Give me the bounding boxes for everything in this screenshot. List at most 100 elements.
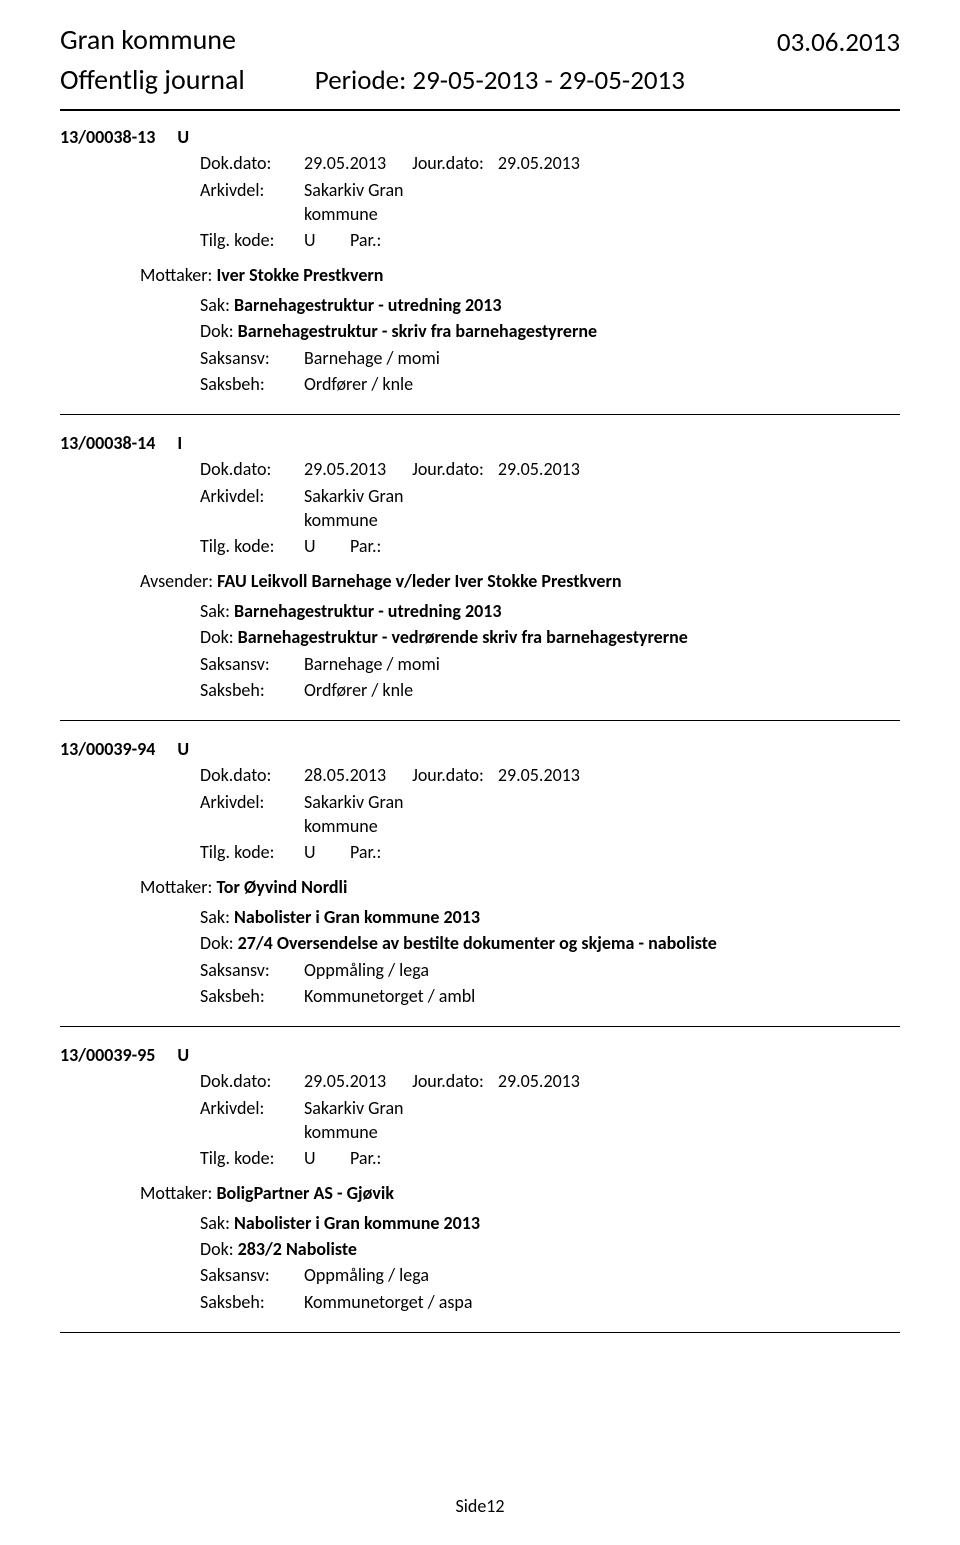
dokdato-value: 29.05.2013 <box>304 457 386 481</box>
entry-type: U <box>177 1043 189 1067</box>
entry-type: U <box>177 125 189 149</box>
sak-label: Sak: <box>200 294 230 316</box>
page: Gran kommune Offentlig journal Periode: … <box>0 0 960 1545</box>
arkivdel-line1: Sakarkiv Gran <box>304 178 404 202</box>
dokdato-row: Dok.dato: 28.05.2013 Jour.dato: 29.05.20… <box>200 763 900 787</box>
saksbeh-label: Saksbeh: <box>200 1290 290 1314</box>
saksbeh-row: Saksbeh: Ordfører / knle <box>200 372 900 396</box>
saksbeh-value: Ordfører / knle <box>304 678 413 702</box>
jourdato-value: 29.05.2013 <box>498 1069 580 1093</box>
saksansv-row: Saksansv: Barnehage / momi <box>200 652 900 676</box>
par-label: Par.: <box>350 534 381 558</box>
party-name: Iver Stokke Prestkvern <box>216 264 383 286</box>
sak-label: Sak: <box>200 906 230 928</box>
jourdato-value: 29.05.2013 <box>498 151 580 175</box>
print-date: 03.06.2013 <box>777 26 900 59</box>
page-footer: Side12 <box>0 1495 960 1517</box>
tilgkode-value: U <box>304 534 336 558</box>
saksbeh-label: Saksbeh: <box>200 984 290 1008</box>
entry-meta: Dok.dato: 29.05.2013 Jour.dato: 29.05.20… <box>200 1069 900 1170</box>
dok-line: Dok: 27/4 Oversendelse av bestilte dokum… <box>200 931 900 955</box>
arkivdel-line1: Sakarkiv Gran <box>304 484 404 508</box>
sak-dok-block: Sak: Nabolister i Gran kommune 2013 Dok:… <box>200 905 900 1008</box>
saksansv-row: Saksansv: Oppmåling / lega <box>200 958 900 982</box>
sak-label: Sak: <box>200 600 230 622</box>
par-label: Par.: <box>350 840 381 864</box>
arkivdel-row: Arkivdel: Sakarkiv Gran kommune <box>200 484 900 533</box>
tilgkode-value: U <box>304 1146 336 1170</box>
entry-divider <box>60 1026 900 1027</box>
header-rule <box>60 109 900 111</box>
dokdato-label: Dok.dato: <box>200 457 290 481</box>
dok-label: Dok: <box>200 1238 234 1260</box>
header-left: Gran kommune Offentlig journal Periode: … <box>60 24 685 97</box>
entry-id-row: 13/00038-14 I <box>60 431 900 455</box>
arkivdel-line1: Sakarkiv Gran <box>304 1096 404 1120</box>
entry-id: 13/00039-94 <box>60 737 155 761</box>
dok-line: Dok: 283/2 Naboliste <box>200 1237 900 1261</box>
entry-id-row: 13/00038-13 U <box>60 125 900 149</box>
saksansv-value: Oppmåling / lega <box>304 1263 429 1287</box>
entry-divider <box>60 1332 900 1333</box>
tilgkode-value: U <box>304 228 336 252</box>
tilgkode-row: Tilg. kode: U Par.: <box>200 1146 900 1170</box>
arkivdel-line2: kommune <box>304 508 404 532</box>
dok-line: Dok: Barnehagestruktur - skriv fra barne… <box>200 319 900 343</box>
arkivdel-value: Sakarkiv Gran kommune <box>304 178 404 227</box>
sak-dok-block: Sak: Barnehagestruktur - utredning 2013 … <box>200 599 900 702</box>
party-row: Mottaker: BoligPartner AS - Gjøvik <box>140 1181 900 1205</box>
entry-meta: Dok.dato: 29.05.2013 Jour.dato: 29.05.20… <box>200 151 900 252</box>
saksbeh-label: Saksbeh: <box>200 372 290 396</box>
saksansv-label: Saksansv: <box>200 346 290 370</box>
entry-divider <box>60 720 900 721</box>
tilgkode-value: U <box>304 840 336 864</box>
jourdato-label: Jour.dato: <box>412 763 484 787</box>
saksansv-label: Saksansv: <box>200 652 290 676</box>
dok-line: Dok: Barnehagestruktur - vedrørende skri… <box>200 625 900 649</box>
tilgkode-row: Tilg. kode: U Par.: <box>200 228 900 252</box>
dokdato-label: Dok.dato: <box>200 1069 290 1093</box>
arkivdel-line1: Sakarkiv Gran <box>304 790 404 814</box>
party-row: Mottaker: Tor Øyvind Nordli <box>140 875 900 899</box>
saksbeh-value: Kommunetorget / aspa <box>304 1290 472 1314</box>
period-text: Periode: 29-05-2013 - 29-05-2013 <box>315 64 685 97</box>
dokdato-row: Dok.dato: 29.05.2013 Jour.dato: 29.05.20… <box>200 151 900 175</box>
arkivdel-label: Arkivdel: <box>200 1096 290 1145</box>
dokdato-row: Dok.dato: 29.05.2013 Jour.dato: 29.05.20… <box>200 1069 900 1093</box>
party-label: Mottaker: <box>140 264 212 286</box>
saksbeh-value: Kommunetorget / ambl <box>304 984 475 1008</box>
dok-text: Barnehagestruktur - vedrørende skriv fra… <box>238 626 688 648</box>
entry-meta: Dok.dato: 29.05.2013 Jour.dato: 29.05.20… <box>200 457 900 558</box>
sak-label: Sak: <box>200 1212 230 1234</box>
saksbeh-row: Saksbeh: Kommunetorget / aspa <box>200 1290 900 1314</box>
journal-entry: 13/00039-94 U Dok.dato: 28.05.2013 Jour.… <box>60 737 900 1008</box>
entry-id: 13/00038-13 <box>60 125 155 149</box>
saksbeh-value: Ordfører / knle <box>304 372 413 396</box>
dokdato-label: Dok.dato: <box>200 151 290 175</box>
entry-id: 13/00038-14 <box>60 431 155 455</box>
dok-label: Dok: <box>200 626 234 648</box>
arkivdel-value: Sakarkiv Gran kommune <box>304 1096 404 1145</box>
tilgkode-label: Tilg. kode: <box>200 840 290 864</box>
entry-divider <box>60 414 900 415</box>
arkivdel-label: Arkivdel: <box>200 484 290 533</box>
dok-text: 27/4 Oversendelse av bestilte dokumenter… <box>238 932 717 954</box>
dokdato-value: 28.05.2013 <box>304 763 386 787</box>
sak-dok-block: Sak: Barnehagestruktur - utredning 2013 … <box>200 293 900 396</box>
dokdato-row: Dok.dato: 29.05.2013 Jour.dato: 29.05.20… <box>200 457 900 481</box>
journal-entry: 13/00038-13 U Dok.dato: 29.05.2013 Jour.… <box>60 125 900 396</box>
tilgkode-row: Tilg. kode: U Par.: <box>200 534 900 558</box>
par-label: Par.: <box>350 228 381 252</box>
entry-type: I <box>177 431 182 455</box>
dok-label: Dok: <box>200 932 234 954</box>
saksansv-label: Saksansv: <box>200 1263 290 1287</box>
party-name: FAU Leikvoll Barnehage v/leder Iver Stok… <box>217 570 621 592</box>
party-row: Avsender: FAU Leikvoll Barnehage v/leder… <box>140 569 900 593</box>
entry-id: 13/00039-95 <box>60 1043 155 1067</box>
party-name: BoligPartner AS - Gjøvik <box>216 1182 394 1204</box>
tilgkode-label: Tilg. kode: <box>200 534 290 558</box>
arkivdel-line2: kommune <box>304 1120 404 1144</box>
saksansv-value: Oppmåling / lega <box>304 958 429 982</box>
saksbeh-label: Saksbeh: <box>200 678 290 702</box>
sak-text: Barnehagestruktur - utredning 2013 <box>234 294 501 316</box>
